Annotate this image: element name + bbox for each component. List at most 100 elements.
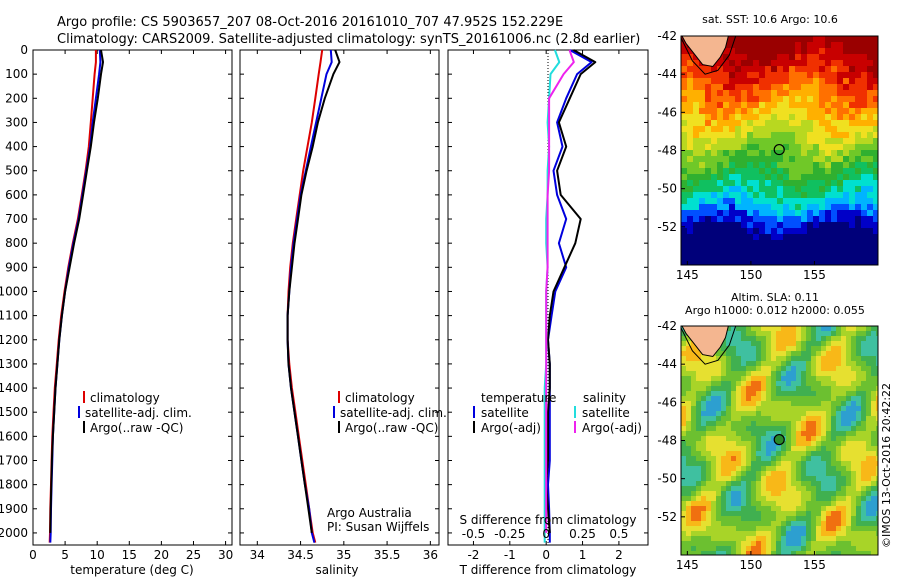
sla-cell [731,536,736,541]
sst-cell [777,210,783,216]
sla-cell [706,466,711,471]
sla-cell [761,546,766,551]
sla-cell [826,361,831,366]
sla-cell [806,341,811,346]
sla-cell [801,366,806,371]
sst-cell [735,222,741,228]
sst-cell [789,222,795,228]
sla-cell [861,491,866,496]
sst-cell [735,186,741,192]
sla-cell [691,386,696,391]
sst-cell [801,216,807,222]
sla-cell [836,461,841,466]
sst-cell [789,192,795,198]
sst-cell [693,96,699,102]
sla-cell [876,386,878,391]
sla-cell [751,476,756,481]
sst-cell [699,198,705,204]
sla-cell [856,511,861,516]
sst-cell [681,54,687,60]
sla-cell [816,446,821,451]
sla-cell [741,521,746,526]
sla-cell [741,461,746,466]
sla-cell [781,366,786,371]
sst-cell [819,60,825,66]
shelf-contour [681,326,737,365]
sst-cell [777,96,783,102]
sla-cell [726,401,731,406]
sla-cell [786,366,791,371]
sla-cell [806,411,811,416]
sst-cell [783,78,789,84]
sst-cell [759,240,765,246]
sla-cell [726,461,731,466]
sst-cell [723,192,729,198]
sla-cell [876,361,878,366]
sla-cell [721,371,726,376]
sla-cell [761,336,766,341]
sla-cell [816,431,821,436]
sst-cell [801,78,807,84]
sst-cell [819,222,825,228]
sla-cell [726,546,731,551]
sst-cell [771,126,777,132]
sst-cell [729,120,735,126]
sla-cell [731,471,736,476]
sla-cell [856,506,861,511]
sla-cell [866,431,871,436]
sla-cell [751,361,756,366]
sst-cell [699,66,705,72]
sst-cell [855,114,861,120]
sla-cell [701,411,706,416]
sla-cell [806,491,811,496]
sla-cell [811,366,816,371]
sla-cell [866,546,871,551]
sla-cell [716,356,721,361]
sst-cell [777,90,783,96]
sla-cell [761,386,766,391]
sla-cell [771,426,776,431]
legend-label-satellite: satellite-adj. clim. [340,406,447,420]
sst-cell [819,204,825,210]
sst-cell [723,144,729,150]
sst-cell [705,144,711,150]
sla-cell [786,426,791,431]
sst-cell [759,66,765,72]
sla-cell [866,541,871,546]
sst-cell [735,42,741,48]
sla-cell [776,521,781,526]
sla-cell [756,551,761,555]
sst-cell [795,162,801,168]
sst-cell [687,144,693,150]
sst-cell [861,102,867,108]
sla-cell [841,481,846,486]
sla-cell [746,536,751,541]
sla-cell [721,486,726,491]
sla-cell [736,411,741,416]
sla-cell [826,406,831,411]
sla-cell [836,541,841,546]
sst-cell [771,234,777,240]
sst-cell [867,192,873,198]
sst-cell [819,162,825,168]
sst-cell [843,198,849,204]
sst-cell [693,90,699,96]
sla-cell [836,511,841,516]
sla-cell [851,436,856,441]
sst-cell [693,258,699,264]
sla-cell [876,431,878,436]
sst-cell [837,90,843,96]
sst-cell [705,168,711,174]
sla-cell [726,481,731,486]
sst-cell [747,42,753,48]
sla-cell [736,401,741,406]
sst-cell [837,114,843,120]
lat-tick-label: -48 [657,144,677,158]
sla-cell [866,391,871,396]
sla-cell [856,546,861,551]
sst-cell [873,102,878,108]
sla-cell [826,516,831,521]
sst-cell [699,96,705,102]
sla-cell [806,501,811,506]
sla-cell [696,511,701,516]
